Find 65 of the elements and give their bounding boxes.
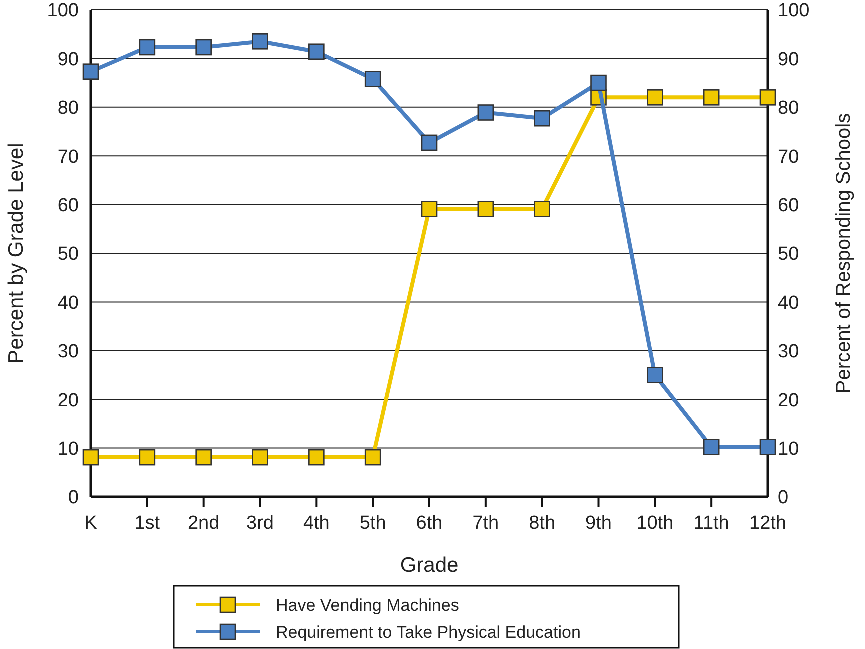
x-tick-label: 2nd — [188, 513, 220, 534]
y-tick-label: 10 — [58, 438, 79, 460]
y-tick-label: 20 — [58, 390, 79, 412]
point — [252, 34, 268, 50]
x-tick-label: K — [84, 513, 98, 534]
point — [82, 449, 100, 466]
y2-tick-label: 80 — [778, 98, 800, 120]
legend-label: Have Vending Machines — [276, 596, 460, 615]
x-axis-title: Grade — [400, 554, 459, 577]
x-tick-label: 8th — [529, 513, 556, 534]
y-tick-label: 90 — [58, 49, 79, 70]
point — [139, 449, 156, 466]
x-tick-label: 10th — [636, 513, 674, 534]
y-axis-title: Percent by Grade Level — [5, 143, 28, 364]
point — [590, 74, 607, 92]
x-tick-label: 7th — [472, 513, 500, 534]
y2-tick-label: 0 — [778, 488, 789, 509]
y-tick-label: 100 — [47, 0, 79, 22]
y-tick-label: 50 — [58, 244, 79, 266]
y-tick-label: 70 — [58, 146, 79, 168]
y2-tick-label: 100 — [778, 0, 810, 22]
y-tick-label: 30 — [58, 342, 79, 363]
point — [196, 39, 212, 56]
point — [647, 367, 664, 384]
point — [703, 439, 720, 456]
y2-axis-title: Percent of Responding Schools — [833, 113, 855, 394]
x-tick-label: 3rd — [246, 513, 274, 534]
y2-tick-label: 20 — [778, 390, 800, 412]
y2-tick-label: 70 — [778, 146, 800, 168]
point — [478, 104, 494, 121]
y-tick-label: 0 — [68, 488, 79, 509]
point — [308, 44, 325, 60]
x-tick-label: 1st — [134, 513, 161, 534]
point — [364, 449, 382, 466]
point — [139, 39, 156, 56]
point — [760, 439, 776, 456]
point — [703, 90, 720, 106]
y2-tick-label: 60 — [778, 195, 800, 216]
legend-label: Requirement to Take Physical Education — [276, 622, 581, 642]
point — [196, 449, 212, 466]
x-tick-label: 6th — [416, 513, 443, 534]
y2-tick-label: 50 — [778, 244, 800, 266]
point — [308, 449, 325, 466]
y-tick-label: 60 — [58, 195, 79, 216]
x-tick-label: 11th — [694, 513, 730, 534]
x-tick-label: 4th — [303, 513, 330, 534]
point — [82, 64, 100, 80]
x-tick-label: 9th — [586, 513, 612, 534]
y2-tick-label: 40 — [778, 292, 800, 314]
point — [534, 201, 550, 218]
point — [421, 201, 438, 218]
y-tick-label: 80 — [58, 98, 79, 120]
point — [478, 201, 494, 218]
y-tick-label: 40 — [58, 292, 79, 314]
point — [534, 110, 550, 127]
point — [252, 449, 268, 466]
point — [364, 71, 382, 88]
point — [421, 134, 438, 152]
x-tick-label: 5th — [360, 513, 386, 534]
y2-tick-label: 30 — [778, 342, 800, 363]
point — [647, 90, 664, 106]
x-tick-label: 12th — [750, 513, 786, 534]
y2-tick-label: 10 — [778, 438, 800, 460]
y2-tick-label: 90 — [778, 49, 800, 70]
point — [760, 90, 776, 106]
